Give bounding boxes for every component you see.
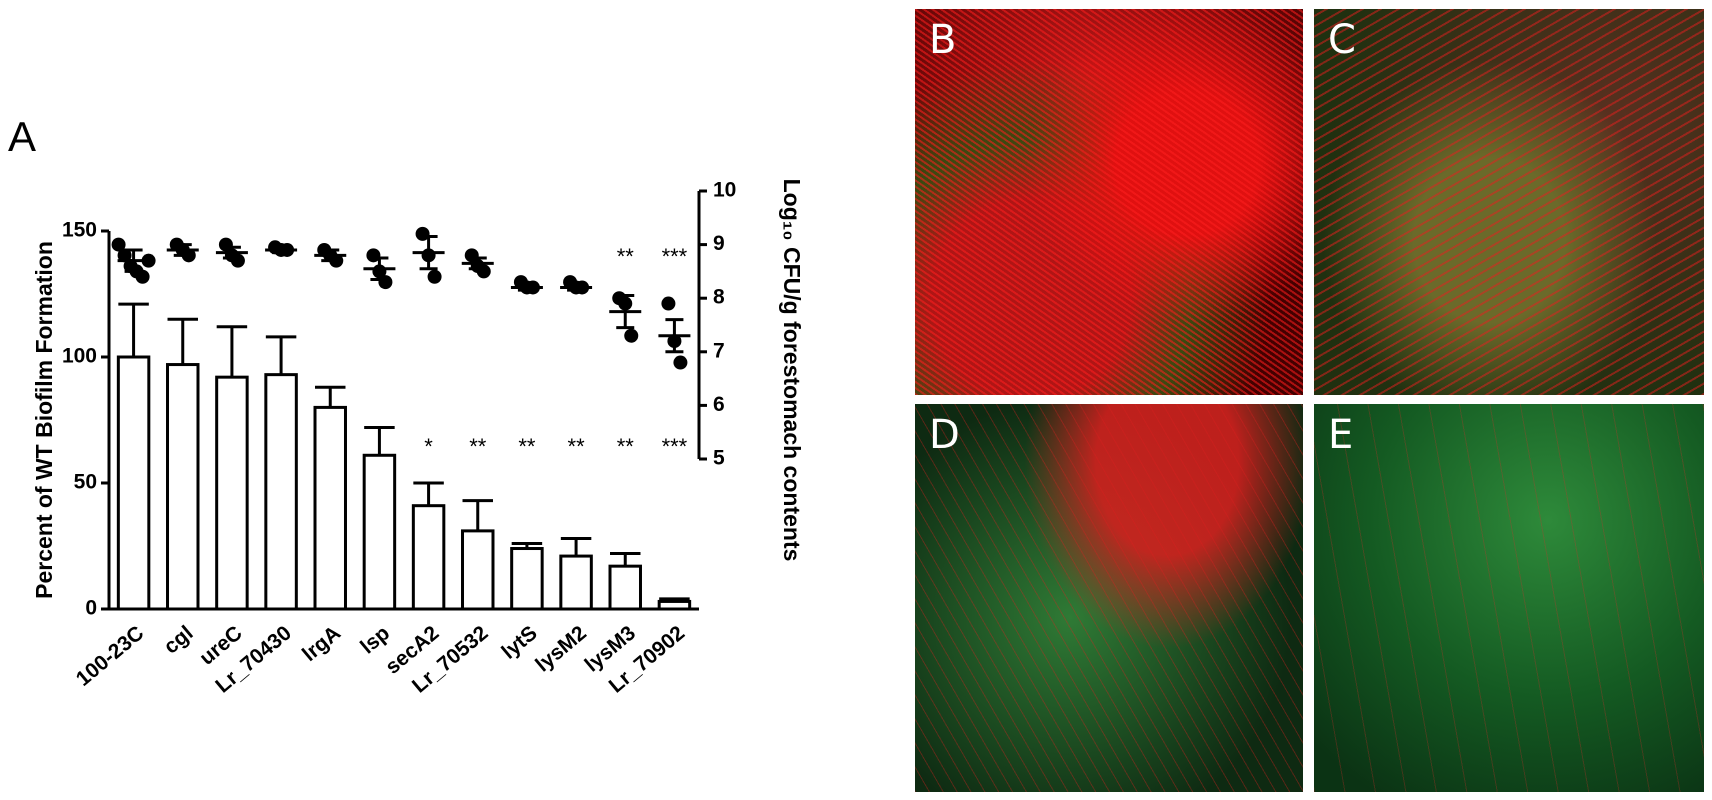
y-tick-label: 0 [85, 597, 97, 620]
y2-tick-label: 6 [713, 393, 725, 416]
micrograph: C [1314, 9, 1704, 395]
replicate-point [427, 269, 442, 284]
micrograph: B [915, 9, 1303, 395]
bar [461, 529, 495, 611]
bar [559, 554, 593, 611]
panel-label: B [929, 17, 957, 63]
chart: A Percent of WT Biofilm Formation Log₁₀ … [8, 113, 805, 698]
x-tick-label: cgl [160, 621, 198, 658]
significance: ** [518, 434, 536, 459]
x-tick-label: lrgA [298, 621, 345, 666]
panel-label: E [1328, 412, 1354, 458]
y2-tick-label: 10 [713, 179, 736, 202]
y2-tick-label: 8 [713, 286, 725, 309]
panel-label: C [1328, 17, 1356, 63]
replicate-point [624, 328, 639, 343]
bar [510, 547, 544, 611]
panel-label: D [929, 412, 960, 458]
bar [657, 599, 692, 611]
micrograph: D [915, 404, 1303, 792]
bar [362, 453, 397, 611]
bar [116, 355, 151, 611]
bar [608, 564, 642, 611]
y-tick-label: 150 [62, 219, 97, 242]
x-tick-label: lsp [356, 621, 394, 658]
significance: * [424, 434, 433, 459]
significance: *** [662, 244, 688, 269]
x-tick-label: lysM2 [531, 621, 591, 676]
significance: ** [469, 434, 487, 459]
y-tick-label: 100 [62, 345, 97, 368]
significance: *** [662, 434, 688, 459]
bar [166, 363, 200, 611]
y2-tick-label: 7 [713, 339, 725, 362]
y-axis-label: Percent of WT Biofilm Formation [31, 241, 57, 599]
significance: ** [617, 244, 635, 269]
significance: ** [617, 434, 635, 459]
replicate-point [661, 296, 676, 311]
bar [264, 373, 298, 611]
panel-label: A [8, 113, 36, 160]
bar [215, 375, 249, 611]
y2-tick-label: 9 [713, 232, 725, 255]
y2-tick-label: 5 [713, 447, 725, 470]
y2-axis-label: Log₁₀ CFU/g forestomach contents [779, 179, 805, 562]
x-tick-label: 100-23C [72, 621, 148, 690]
replicate-point [117, 248, 132, 263]
micrograph: E [1314, 404, 1704, 792]
y-tick-label: 50 [74, 471, 97, 494]
replicate-point [673, 355, 688, 370]
replicate-point [135, 269, 150, 284]
bar [313, 405, 347, 611]
significance: ** [568, 434, 586, 459]
bar [411, 504, 446, 611]
replicate-point [111, 237, 126, 252]
